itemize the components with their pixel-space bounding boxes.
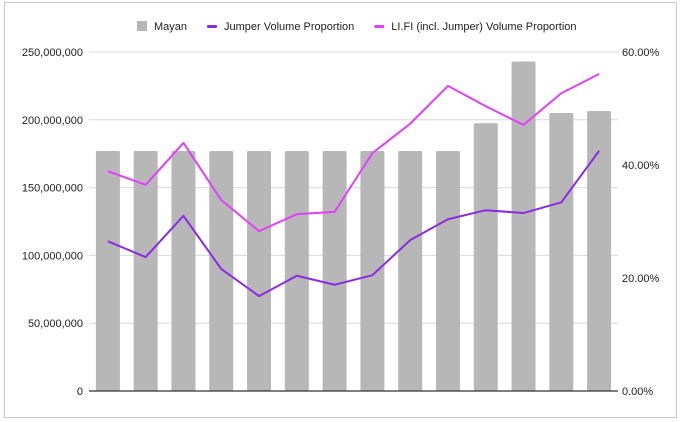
legend-label: LI.FI (incl. Jumper) Volume Proportion (391, 21, 576, 33)
bar-mayan (133, 150, 158, 391)
bar-mayan (284, 150, 309, 391)
right-tick-label: 20.00% (622, 273, 660, 285)
jumper-proportion-line (107, 150, 600, 298)
bar-mayan (398, 150, 423, 391)
bar-mayan (322, 150, 347, 391)
bar-mayan (473, 123, 498, 391)
left-tick-label: 100,000,000 (22, 250, 83, 262)
left-tick-label: 50,000,000 (28, 318, 83, 330)
lifi-proportion-line (107, 73, 600, 233)
bar-mayan (209, 150, 234, 391)
bar-mayan (171, 150, 196, 391)
right-tick-label: 60.00% (622, 47, 660, 59)
legend-swatch-line (374, 25, 385, 28)
legend-swatch-line (207, 25, 218, 28)
bar-mayan (360, 150, 385, 391)
right-tick-label: 40.00% (622, 160, 660, 172)
left-tick-label: 200,000,000 (22, 115, 83, 127)
bar-mayan (511, 61, 536, 391)
left-tick-label: 0 (77, 386, 83, 398)
bar-mayan (435, 150, 460, 391)
left-tick-label: 150,000,000 (22, 183, 83, 195)
legend-label: Jumper Volume Proportion (224, 21, 354, 33)
bar-mayan (549, 113, 574, 392)
left-tick-label: 250,000,000 (22, 47, 83, 59)
bar-mayan (247, 150, 272, 391)
bar-mayan (587, 110, 612, 392)
legend-label: Mayan (154, 21, 187, 33)
right-tick-label: 0.00% (622, 386, 653, 398)
bar-mayan (95, 150, 120, 391)
legend-swatch-bar (137, 21, 147, 31)
